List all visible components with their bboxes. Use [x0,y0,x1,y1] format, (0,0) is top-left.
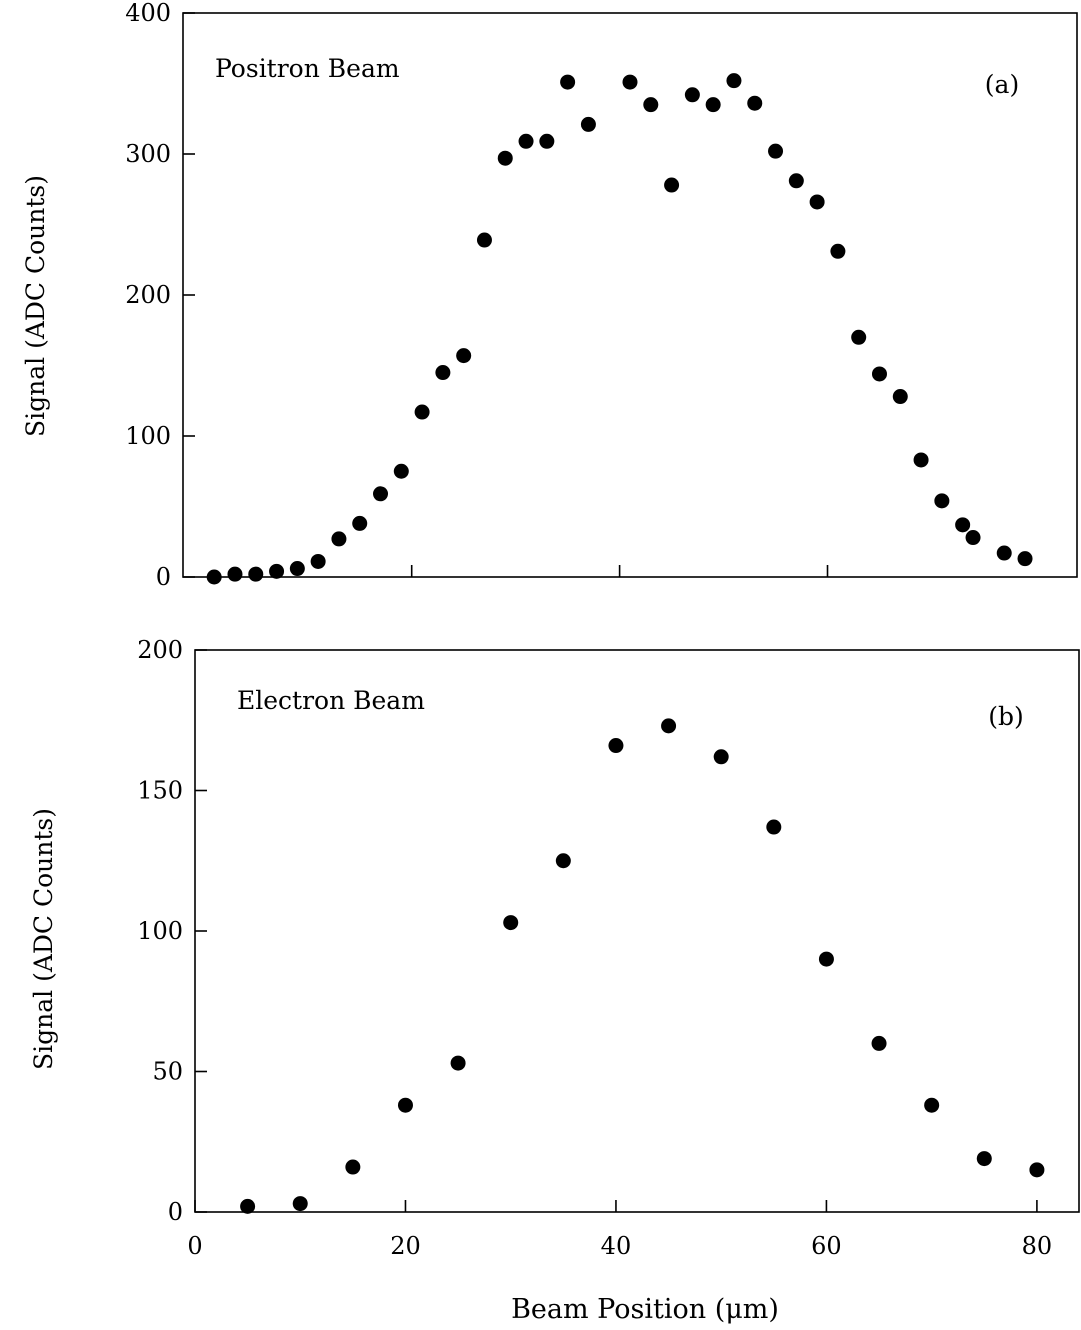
data-point-a [435,365,451,381]
data-point-a [830,243,846,259]
plot-frame-a [182,12,1078,578]
data-point-a [476,232,492,248]
y-tick-label-b: 0 [168,1198,183,1226]
data-point-a [643,97,659,113]
data-point-a [788,173,804,189]
y-tick-label-a: 300 [125,140,171,168]
data-point-a [705,97,721,113]
panel-a-positron-beam: 0 100 200 300 400 Signal (ADC Counts) Positron… [21,0,1078,591]
data-point-a [747,95,763,111]
y-tick-label-b: 50 [152,1058,183,1086]
data-point-b [503,915,519,931]
y-tick-label-a: 100 [125,422,171,450]
panel-b-electron-beam: 0 50 100 150 200 0 20 40 60 80 Signal (ADC Counts)… [29,636,1080,1260]
data-point-a [913,452,929,468]
data-point-a [310,553,326,569]
y-axis-label-b: Signal (ADC Counts) [29,808,58,1070]
data-point-a [373,486,389,502]
x-axis-label: Beam Position (μm) [511,1294,779,1325]
y-tick-label-a: 400 [125,0,171,27]
y-tick-label-b: 150 [137,777,183,805]
data-point-a [560,74,576,90]
data-point-a [227,566,243,582]
y-tick-label-a: 0 [156,563,171,591]
y-tick-label-a: 200 [125,281,171,309]
data-point-b [292,1196,308,1212]
data-point-a [414,404,430,420]
data-point-a [809,194,825,210]
data-point-b [345,1159,361,1175]
y-tick-label-b: 100 [137,917,183,945]
data-point-a [726,73,742,89]
data-point-a [518,133,534,149]
data-point-b [1029,1162,1045,1178]
data-point-a [768,143,784,159]
panel-title-a: Positron Beam [215,54,400,83]
plot-frame-b [194,649,1080,1213]
panel-label-b: (b) [988,702,1024,731]
data-point-b [924,1097,940,1113]
y-tick-label-b: 200 [137,636,183,664]
data-point-a [331,531,347,547]
x-tick-label-b: 40 [601,1232,632,1260]
data-point-a [892,389,908,405]
data-point-a [352,515,368,531]
x-tick-label-b: 20 [390,1232,421,1260]
data-point-a [539,133,555,149]
data-point-a [934,493,950,509]
data-point-a [664,177,680,193]
data-point-b [871,1035,887,1051]
data-point-a [580,116,596,132]
data-point-a [684,87,700,103]
data-point-a [996,545,1012,561]
data-point-b [555,853,571,869]
x-tick-label-b: 80 [1022,1232,1053,1260]
data-point-b [766,819,782,835]
x-tick-label-b: 60 [811,1232,842,1260]
data-point-b [661,718,677,734]
panel-title-b: Electron Beam [237,686,425,715]
data-point-b [976,1151,992,1167]
data-point-b [608,738,624,754]
data-point-a [248,566,264,582]
data-point-a [871,366,887,382]
data-point-a [955,517,971,533]
data-point-a [851,329,867,345]
data-point-b [397,1097,413,1113]
data-point-a [393,463,409,479]
data-point-b [818,951,834,967]
data-point-a [289,561,305,577]
data-point-a [965,530,981,546]
data-point-a [497,150,513,166]
data-point-a [456,348,472,364]
y-axis-label-a: Signal (ADC Counts) [21,175,50,437]
data-point-b [450,1055,466,1071]
data-point-b [713,749,729,765]
data-point-a [206,569,222,585]
data-point-a [1017,551,1033,567]
x-tick-label-b: 0 [187,1232,202,1260]
data-point-a [622,74,638,90]
panel-label-a: (a) [985,70,1019,99]
data-point-a [269,563,285,579]
data-point-b [240,1198,256,1214]
